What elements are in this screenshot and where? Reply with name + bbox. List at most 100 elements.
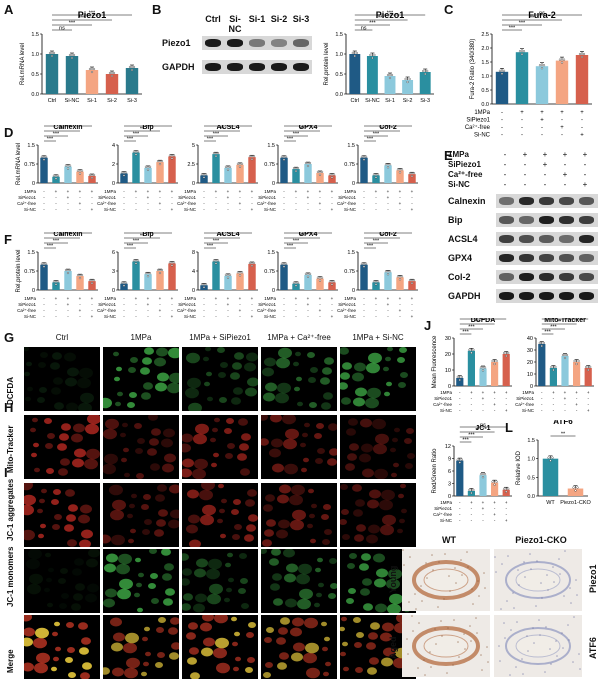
- condition-sign: +: [55, 296, 58, 301]
- blot-band: [559, 235, 574, 243]
- condition-sign: -: [171, 201, 173, 206]
- ihc-right-label: Piezo1: [588, 564, 598, 593]
- condition-sign: -: [563, 160, 567, 169]
- y-tick-label: 0: [352, 288, 355, 294]
- y-tick-label: 1.0: [481, 74, 489, 80]
- ihc-column-label: WT: [442, 535, 456, 545]
- data-point: [306, 164, 310, 168]
- condition-sign: -: [459, 402, 461, 407]
- data-point: [580, 55, 584, 59]
- condition-label: 1MPa: [184, 296, 196, 301]
- blot-band: [559, 292, 574, 300]
- condition-sign: -: [135, 201, 137, 206]
- bar: [495, 71, 509, 104]
- ihc-image: [494, 549, 582, 611]
- bar: [328, 282, 336, 290]
- bar: [248, 157, 256, 183]
- x-tick-label: Si-2: [403, 98, 413, 104]
- panel-l-chart: ATF6 0.0 0.5 1.0 1.5 Relative IOD WT Piezo1-CKO…: [516, 420, 591, 506]
- condition-sign: -: [375, 195, 377, 200]
- bar: [120, 283, 128, 290]
- condition-sign: -: [459, 408, 461, 413]
- condition-sign: -: [283, 308, 285, 313]
- condition-sign: -: [501, 133, 503, 139]
- data-point: [160, 268, 164, 272]
- significance-label: ns: [145, 125, 151, 128]
- data-point: [320, 276, 324, 279]
- bar: [316, 278, 324, 290]
- condition-label: Si-NC: [522, 408, 535, 413]
- blot-lane-label: Si-3: [292, 14, 310, 24]
- data-point: [542, 64, 546, 67]
- condition-label: SiPiezo1: [258, 195, 276, 200]
- y-tick-label: 1.0: [527, 457, 535, 463]
- condition-label: SiPiezo1: [434, 396, 452, 401]
- condition-label: SiPiezo1: [98, 302, 116, 307]
- data-point: [502, 69, 506, 72]
- microscopy-image: [261, 615, 337, 679]
- condition-sign: -: [239, 302, 241, 307]
- condition-sign: -: [523, 160, 527, 169]
- condition-sign: -: [123, 189, 125, 194]
- chart-title: Col-2: [379, 232, 397, 238]
- data-point: [362, 265, 366, 268]
- condition-sign: +: [482, 506, 485, 511]
- data-point: [144, 272, 148, 275]
- condition-label: Si-NC: [264, 314, 277, 319]
- condition-sign: -: [375, 302, 377, 307]
- condition-sign: +: [482, 500, 485, 505]
- condition-label: 1MPa: [474, 110, 490, 116]
- condition-sign: -: [91, 201, 93, 206]
- condition-sign: +: [319, 189, 322, 194]
- data-point: [360, 262, 364, 265]
- microscopy-image: [24, 615, 100, 679]
- bar: [224, 275, 232, 290]
- bar: [280, 264, 288, 290]
- condition-label: 1MPa: [522, 390, 534, 395]
- condition-sign: -: [123, 195, 125, 200]
- condition-label: Ca²⁺-free: [257, 201, 276, 206]
- condition-sign: +: [493, 512, 496, 517]
- condition-label: SiPiezo1: [178, 195, 196, 200]
- data-point: [376, 280, 380, 283]
- data-point: [226, 168, 230, 171]
- bar: [573, 362, 581, 386]
- condition-sign: -: [471, 402, 473, 407]
- condition-sign: -: [411, 302, 413, 307]
- data-point: [575, 362, 578, 366]
- condition-sign: +: [331, 207, 334, 212]
- data-point: [202, 176, 206, 179]
- data-point: [112, 71, 116, 75]
- condition-sign: -: [503, 150, 507, 159]
- condition-sign: -: [55, 207, 57, 212]
- condition-sign: -: [399, 314, 401, 319]
- blot-band: [579, 273, 594, 281]
- condition-sign: -: [459, 506, 461, 511]
- condition-label: Ca²⁺-free: [97, 201, 116, 206]
- blot-label: Calnexin: [448, 196, 486, 206]
- data-point: [470, 351, 473, 354]
- data-point: [200, 173, 204, 176]
- data-point: [172, 154, 176, 157]
- condition-sign: -: [251, 195, 253, 200]
- condition-sign: +: [239, 201, 242, 206]
- condition-sign: +: [147, 296, 150, 301]
- microscopy-image: [103, 347, 179, 411]
- data-point: [360, 155, 364, 158]
- condition-sign: +: [171, 296, 174, 301]
- condition-sign: +: [67, 296, 70, 301]
- microscopy-image: [182, 615, 258, 679]
- data-point: [320, 170, 324, 173]
- condition-sign: -: [91, 195, 93, 200]
- condition-sign: +: [307, 296, 310, 301]
- microscopy-column-label: 1MPa + Si-NC: [352, 333, 404, 342]
- significance-label: ***: [127, 244, 134, 250]
- condition-sign: -: [523, 170, 527, 179]
- data-point: [351, 51, 354, 55]
- significance-label: **: [530, 16, 535, 22]
- significance-label: ***: [133, 132, 140, 138]
